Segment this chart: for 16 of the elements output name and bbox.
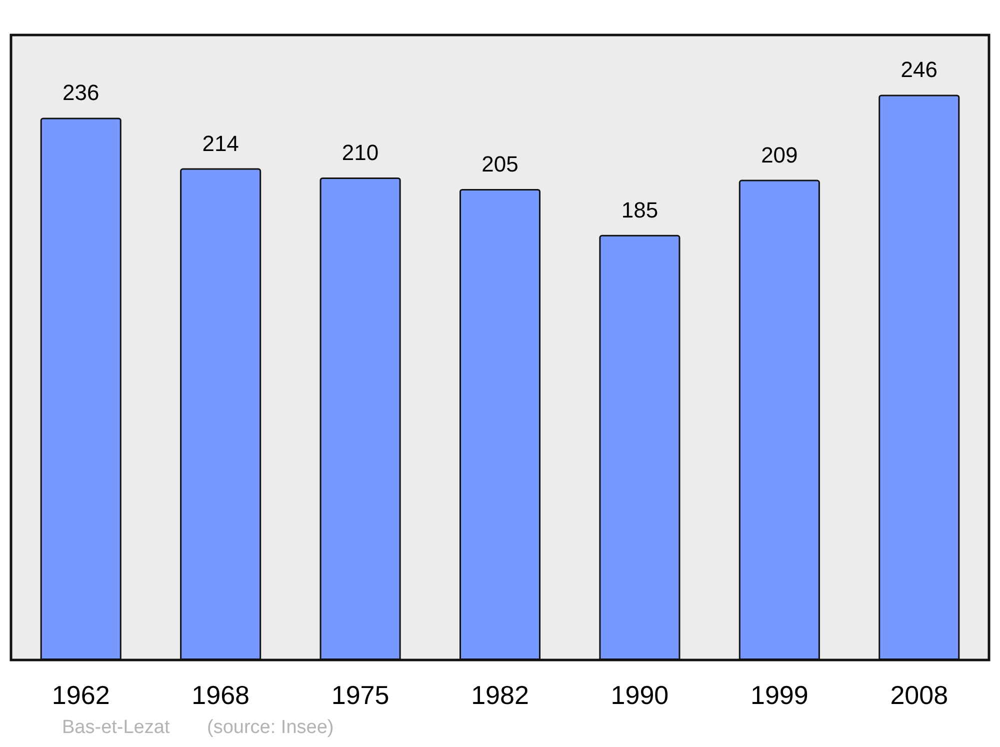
data-label: 205 — [482, 151, 518, 176]
data-label: 246 — [900, 57, 938, 82]
data-label: 210 — [342, 140, 379, 165]
x-tick-label: 1968 — [192, 680, 250, 710]
text: Bas-et-Lezat — [62, 717, 170, 738]
data-label: 185 — [621, 197, 658, 222]
x-tick-label: 2008 — [890, 680, 948, 710]
x-tick-label: 1982 — [471, 680, 529, 710]
data-label: 236 — [62, 80, 100, 106]
data-label: 209 — [761, 142, 798, 168]
data-label: 214 — [202, 130, 239, 156]
x-tick-label: 1975 — [331, 680, 390, 710]
x-tick-label: 1990 — [610, 680, 669, 710]
text: (source: Insee) — [207, 717, 334, 738]
x-tick-label: 1999 — [750, 680, 808, 710]
x-tick-label: 1962 — [52, 680, 110, 710]
